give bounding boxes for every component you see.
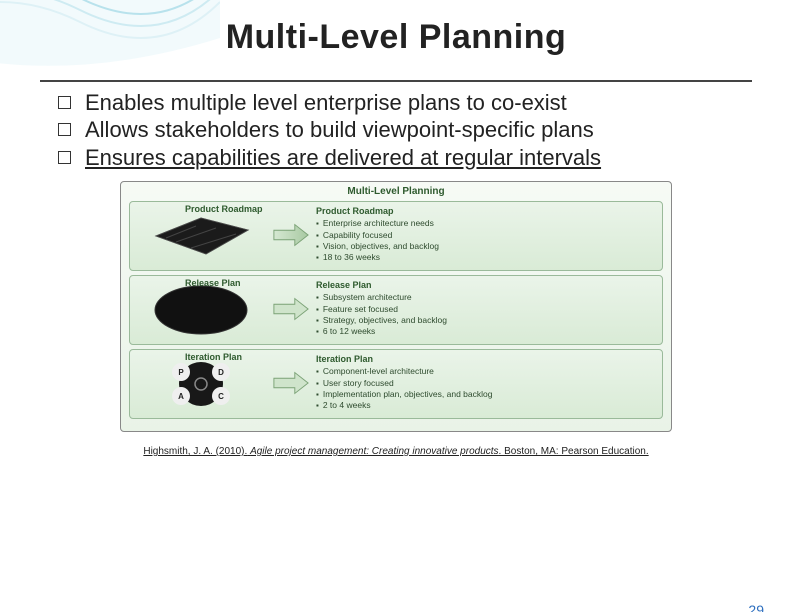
svg-text:A: A <box>178 392 184 401</box>
arrow-icon <box>272 370 310 396</box>
citation: Highsmith, J. A. (2010). Agile project m… <box>0 446 792 457</box>
panel-iteration: Iteration Plan P D A C <box>129 349 663 419</box>
panel-list-item: Vision, objectives, and backlog <box>316 241 656 252</box>
citation-rest: . Boston, MA: Pearson Education. <box>499 446 649 457</box>
bullet-text: Allows stakeholders to build viewpoint-s… <box>85 117 594 143</box>
bullet-item: Allows stakeholders to build viewpoint-s… <box>58 117 742 143</box>
citation-author: Highsmith, J. A. (2010). <box>143 446 247 457</box>
svg-text:D: D <box>218 368 224 377</box>
bullet-item: Ensures capabilities are delivered at re… <box>58 145 742 171</box>
panel-list-item: 2 to 4 weeks <box>316 400 656 411</box>
title-rule <box>40 80 752 82</box>
panel-right: Release Plan Subsystem architecture Feat… <box>316 280 656 338</box>
arrow-icon <box>272 296 310 322</box>
thumb-iteration: P D A C <box>136 354 266 412</box>
panel-roadmap: Product Roadmap Product Roadmap <box>129 201 663 271</box>
panel-list-item: Strategy, objectives, and backlog <box>316 315 656 326</box>
panel-right-label: Release Plan <box>316 280 656 290</box>
panel-list-item: User story focused <box>316 378 656 389</box>
bullet-text: Enables multiple level enterprise plans … <box>85 90 567 116</box>
thumb-release <box>136 280 266 338</box>
svg-text:C: C <box>218 392 224 401</box>
citation-title: Agile project management: Creating innov… <box>250 446 498 457</box>
panel-left-label: Product Roadmap <box>185 204 263 214</box>
panel-right-label: Product Roadmap <box>316 206 656 216</box>
panel-left-label: Iteration Plan <box>185 352 242 362</box>
page-number: 29 <box>748 602 764 612</box>
panel-release: Release Plan Release Plan Subsystem arch… <box>129 275 663 345</box>
panel-list-item: Implementation plan, objectives, and bac… <box>316 389 656 400</box>
bullet-list: Enables multiple level enterprise plans … <box>58 90 742 171</box>
panel-list-item: Enterprise architecture needs <box>316 218 656 229</box>
panel-list-item: Capability focused <box>316 230 656 241</box>
panel-list-item: Subsystem architecture <box>316 292 656 303</box>
bullet-marker <box>58 123 71 136</box>
bullet-marker <box>58 151 71 164</box>
panel-list-item: 18 to 36 weeks <box>316 252 656 263</box>
panel-list: Enterprise architecture needs Capability… <box>316 218 656 264</box>
panel-list: Component-level architecture User story … <box>316 366 656 412</box>
panel-list-item: 6 to 12 weeks <box>316 326 656 337</box>
panel-right: Product Roadmap Enterprise architecture … <box>316 206 656 264</box>
panel-list: Subsystem architecture Feature set focus… <box>316 292 656 338</box>
slide-title: Multi-Level Planning <box>0 18 792 57</box>
bullet-item: Enables multiple level enterprise plans … <box>58 90 742 116</box>
svg-text:P: P <box>178 368 184 377</box>
diagram-title: Multi-Level Planning <box>129 186 663 197</box>
diagram: Multi-Level Planning Product Roadmap P <box>120 181 672 432</box>
bullet-marker <box>58 96 71 109</box>
thumb-roadmap <box>136 206 266 264</box>
panel-list-item: Component-level architecture <box>316 366 656 377</box>
bullet-text: Ensures capabilities are delivered at re… <box>85 145 601 171</box>
panel-left-label: Release Plan <box>185 278 241 288</box>
slide: Multi-Level Planning Enables multiple le… <box>0 18 792 612</box>
panel-list-item: Feature set focused <box>316 304 656 315</box>
panel-right: Iteration Plan Component-level architect… <box>316 354 656 412</box>
arrow-icon <box>272 222 310 248</box>
panel-right-label: Iteration Plan <box>316 354 656 364</box>
